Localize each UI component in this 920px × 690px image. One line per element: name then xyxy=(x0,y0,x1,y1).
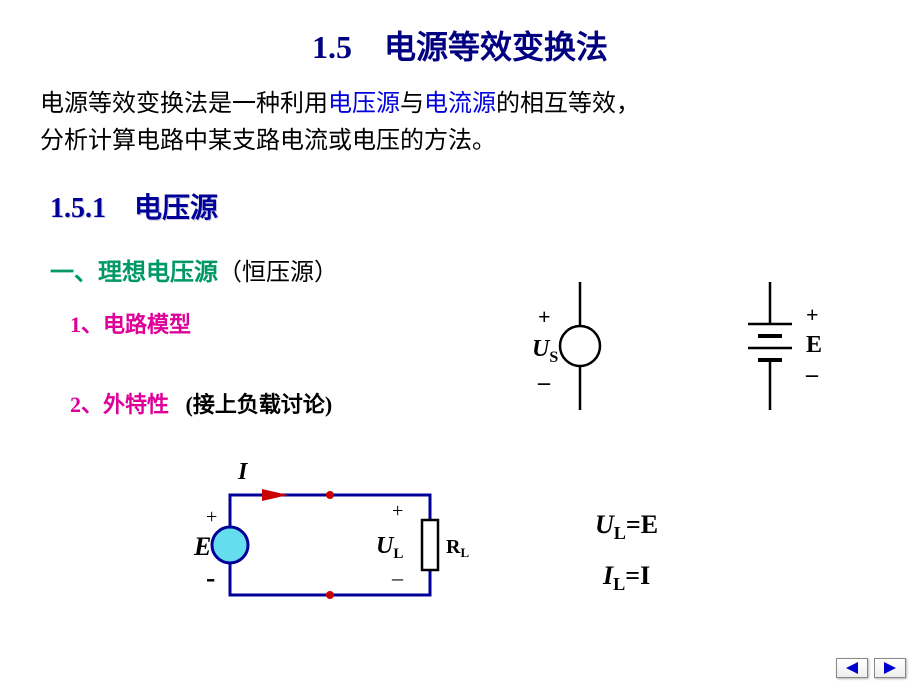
prev-button[interactable] xyxy=(836,658,868,678)
eq1-rhs: =E xyxy=(626,510,658,539)
eq2-I: I xyxy=(603,561,613,590)
term-voltage-source: 电压源 xyxy=(328,91,400,117)
next-button[interactable] xyxy=(874,658,906,678)
nav-buttons xyxy=(836,658,906,678)
eq2-sub: L xyxy=(613,574,625,594)
label-RL: RL xyxy=(446,536,469,560)
label-minus-left: - xyxy=(206,563,215,594)
label-I: I xyxy=(237,459,249,485)
symbols-row: + US – + E – xyxy=(0,282,920,433)
symbols-svg: + US – + E – xyxy=(0,282,920,428)
intro-mid1: 与 xyxy=(400,91,424,117)
eq2-rhs: =I xyxy=(625,561,650,590)
intro-mid2: 的相互等效， xyxy=(496,91,640,117)
eq-2: IL=I xyxy=(595,551,658,602)
node-bottom xyxy=(326,591,334,599)
label-plus-left: + xyxy=(206,506,217,528)
sym1-plus: + xyxy=(538,304,551,329)
voltage-source-symbol-2 xyxy=(748,282,792,410)
current-arrow-icon xyxy=(262,489,288,501)
label-UL: UL xyxy=(376,533,403,562)
circuit-svg: I + E - + UL RL – xyxy=(190,455,490,635)
next-icon xyxy=(882,662,898,674)
page-title: 1.5 电源等效变换法 xyxy=(0,0,920,68)
section-text: 1.5.1 电压源 xyxy=(50,193,218,224)
sym2-plus: + xyxy=(806,302,819,327)
load-resistor xyxy=(422,520,438,570)
eq-1: UL=E xyxy=(595,500,658,551)
voltage-source-symbol-1 xyxy=(560,282,600,410)
subheading-a: 一、理想电压源（恒压源） xyxy=(0,226,920,287)
label-minus-right: – xyxy=(391,565,404,590)
equations-block: UL=E IL=I xyxy=(595,500,658,602)
title-text: 1.5 电源等效变换法 xyxy=(312,29,608,65)
term-current-source: 电流源 xyxy=(424,91,496,117)
circuit-diagram: I + E - + UL RL – xyxy=(190,455,490,640)
eq1-U: U xyxy=(595,510,614,539)
label-E: E xyxy=(193,532,211,561)
sym2-E: E xyxy=(806,332,822,358)
sym1-U: US xyxy=(532,336,558,366)
eq1-sub: L xyxy=(614,523,626,543)
node-top xyxy=(326,491,334,499)
prev-icon xyxy=(844,662,860,674)
intro-pre: 电源等效变换法是一种利用 xyxy=(40,91,328,117)
intro-line2: 分析计算电路中某支路电流或电压的方法。 xyxy=(40,128,496,154)
intro-paragraph: 电源等效变换法是一种利用电压源与电流源的相互等效， 分析计算电路中某支路电流或电… xyxy=(0,68,920,160)
source-circle xyxy=(212,527,248,563)
sym2-minus: – xyxy=(805,362,819,388)
label-plus-right: + xyxy=(392,500,403,522)
section-heading: 1.5.1 电压源 xyxy=(0,160,920,226)
sym1-minus: – xyxy=(537,370,551,396)
